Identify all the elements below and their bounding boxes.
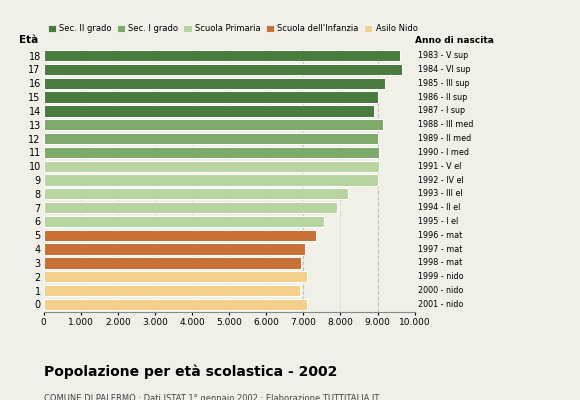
Legend: Sec. II grado, Sec. I grado, Scuola Primaria, Scuola dell'Infanzia, Asilo Nido: Sec. II grado, Sec. I grado, Scuola Prim…	[48, 24, 418, 33]
Text: 1996 - mat: 1996 - mat	[418, 231, 462, 240]
Bar	[44, 202, 337, 213]
Bar	[44, 188, 348, 200]
Text: COMUNE DI PALERMO · Dati ISTAT 1° gennaio 2002 · Elaborazione TUTTITALIA.IT: COMUNE DI PALERMO · Dati ISTAT 1° gennai…	[44, 394, 379, 400]
Text: 1987 - I sup: 1987 - I sup	[418, 106, 465, 115]
Text: Età: Età	[19, 35, 39, 45]
Text: 1994 - II el: 1994 - II el	[418, 203, 460, 212]
Text: Popolazione per età scolastica - 2002: Popolazione per età scolastica - 2002	[44, 365, 337, 379]
Text: 1998 - mat: 1998 - mat	[418, 258, 462, 268]
Text: 1992 - IV el: 1992 - IV el	[418, 176, 463, 184]
Bar	[44, 244, 305, 255]
Bar	[44, 160, 379, 172]
Text: 1997 - mat: 1997 - mat	[418, 245, 462, 254]
Bar	[44, 285, 300, 296]
Bar	[44, 119, 383, 130]
Text: 1995 - I el: 1995 - I el	[418, 217, 458, 226]
Text: 1984 - VI sup: 1984 - VI sup	[418, 65, 470, 74]
Text: 1999 - nido: 1999 - nido	[418, 272, 463, 281]
Text: 1993 - III el: 1993 - III el	[418, 189, 462, 198]
Bar	[44, 64, 402, 75]
Text: 1991 - V el: 1991 - V el	[418, 162, 461, 171]
Bar	[44, 133, 378, 144]
Text: 2001 - nido: 2001 - nido	[418, 300, 463, 309]
Bar	[44, 257, 302, 268]
Text: 1990 - I med: 1990 - I med	[418, 148, 469, 157]
Text: Anno di nascita: Anno di nascita	[415, 36, 494, 45]
Bar	[44, 299, 307, 310]
Bar	[44, 216, 324, 227]
Bar	[44, 271, 307, 282]
Bar	[44, 50, 400, 61]
Bar	[44, 92, 378, 103]
Text: 1983 - V sup: 1983 - V sup	[418, 51, 468, 60]
Bar	[44, 78, 385, 89]
Bar	[44, 105, 374, 116]
Bar	[44, 174, 378, 186]
Text: 1988 - III med: 1988 - III med	[418, 120, 473, 129]
Text: 1986 - II sup: 1986 - II sup	[418, 92, 467, 102]
Bar	[44, 147, 379, 158]
Bar	[44, 230, 316, 241]
Text: 1989 - II med: 1989 - II med	[418, 134, 471, 143]
Text: 2000 - nido: 2000 - nido	[418, 286, 463, 295]
Text: 1985 - III sup: 1985 - III sup	[418, 79, 469, 88]
